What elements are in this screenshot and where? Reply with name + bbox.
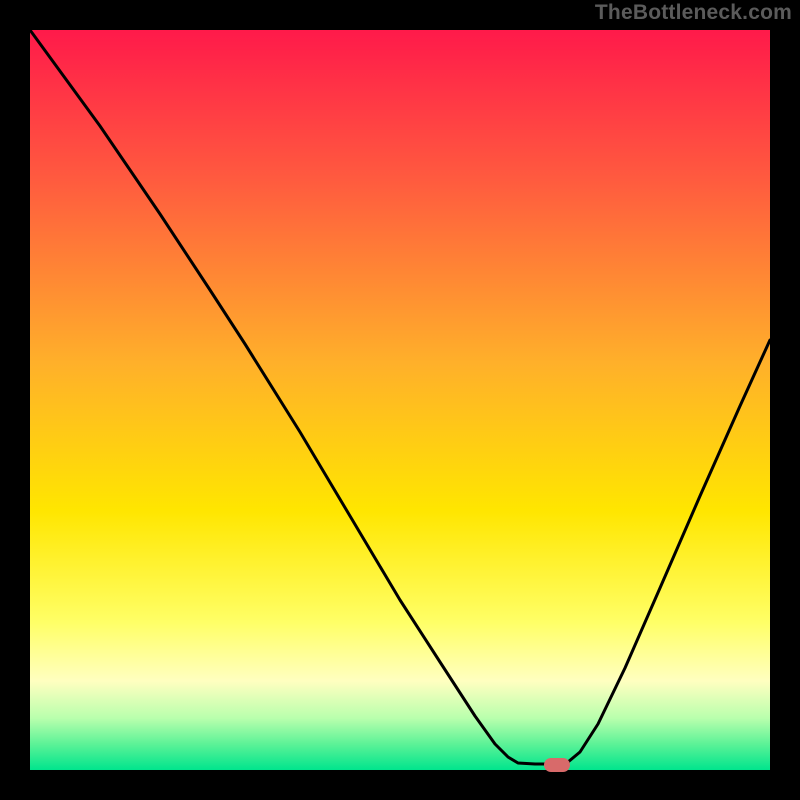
bottleneck-chart (0, 0, 800, 800)
sweet-spot-marker (544, 758, 570, 772)
plot-gradient-background (30, 30, 770, 770)
attribution-label: TheBottleneck.com (595, 1, 792, 25)
